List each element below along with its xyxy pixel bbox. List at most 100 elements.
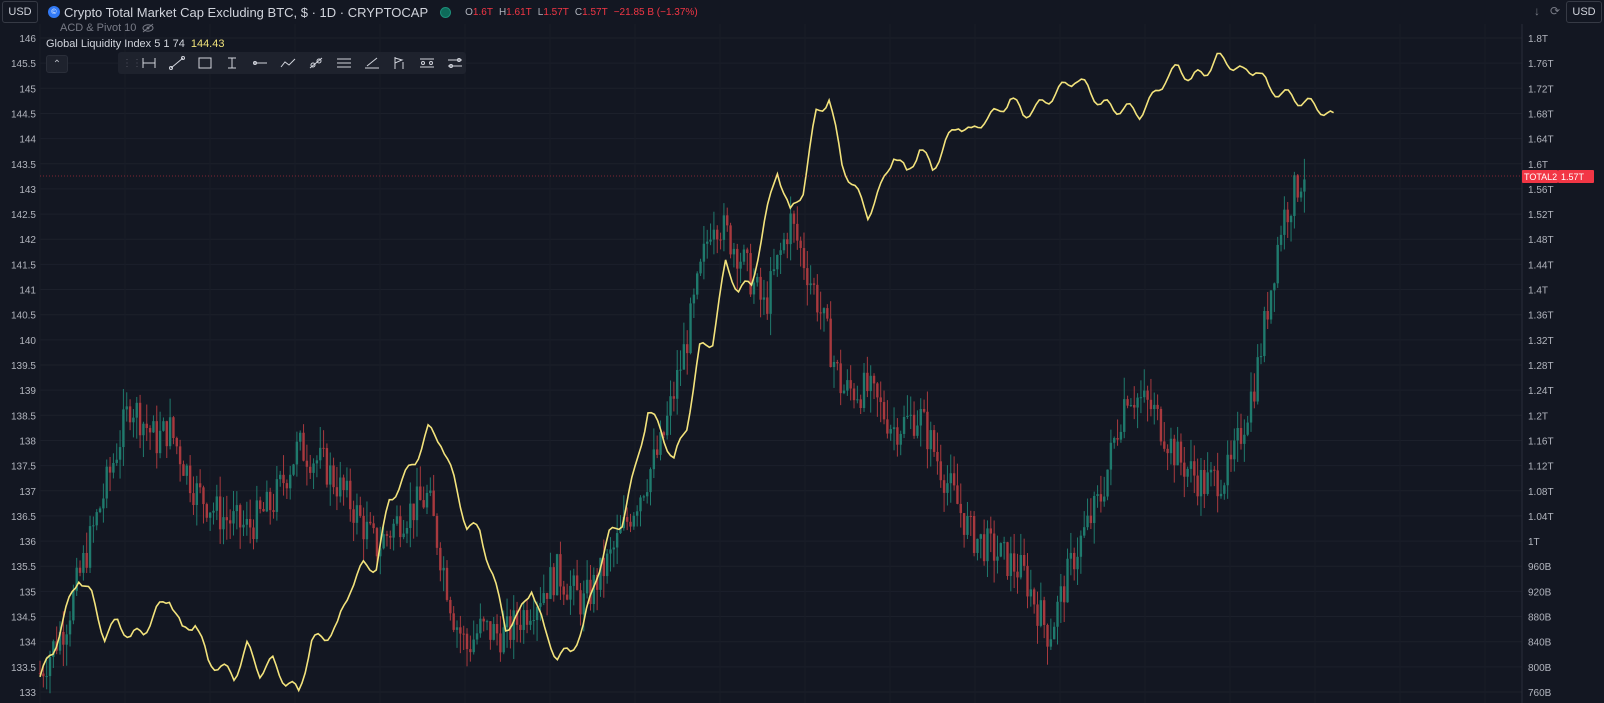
- candle-body: [339, 477, 342, 497]
- candle-body: [1219, 493, 1223, 497]
- candle-body: [989, 528, 992, 534]
- candle-body: [1179, 441, 1183, 463]
- candle-body: [279, 474, 282, 480]
- indicator-acd-label: ACD & Pivot 10: [60, 22, 137, 34]
- candle-body: [729, 225, 732, 255]
- path-icon[interactable]: [277, 54, 299, 72]
- candle-body: [672, 396, 676, 399]
- candle-body: [896, 427, 899, 445]
- candle-body: [305, 460, 309, 467]
- candle-body: [38, 673, 42, 675]
- candle-body: [692, 294, 696, 304]
- right-price-axis[interactable]: 1.8T 1.76T 1.72T 1.68T 1.64T 1.6T 1.56T 1.52T 1.…: [1521, 24, 1554, 703]
- pitchfork-icon[interactable]: [361, 54, 383, 72]
- trend-line-icon[interactable]: [166, 54, 188, 72]
- left-axis-tick: 140: [19, 336, 36, 347]
- candle-body: [198, 483, 202, 488]
- candle-body: [1072, 552, 1076, 570]
- text-cursor-icon[interactable]: [221, 54, 243, 72]
- candle-body: [419, 486, 422, 501]
- drag-handle-icon[interactable]: ⋮⋮: [122, 57, 142, 69]
- short-position-icon[interactable]: [444, 54, 466, 72]
- candle-body: [469, 649, 472, 653]
- left-axis-tick: 141.5: [11, 260, 36, 271]
- chevron-up-icon: ⌃: [52, 58, 62, 70]
- candle-body: [168, 417, 172, 447]
- candle-body: [489, 621, 492, 640]
- market-status-icon[interactable]: [440, 6, 452, 18]
- candle-body: [395, 516, 399, 524]
- candle-body: [309, 466, 312, 473]
- brush-icon[interactable]: [305, 54, 327, 72]
- collapse-indicators-button[interactable]: ⌃: [46, 55, 68, 73]
- candle-body: [62, 631, 65, 645]
- candle-body: [272, 510, 275, 512]
- candle-body: [876, 383, 879, 398]
- candle-body: [162, 421, 165, 431]
- refresh-icon[interactable]: ⟳: [1549, 4, 1560, 18]
- candle-body: [112, 462, 115, 473]
- candle-body: [562, 586, 565, 595]
- horizontal-ray-icon[interactable]: [249, 54, 271, 72]
- candle-body: [892, 427, 896, 430]
- symbol-title[interactable]: Crypto Total Market Cap Excluding BTC, $…: [64, 4, 429, 20]
- left-price-axis[interactable]: 146 145.5 145 144.5 144 143.5 143 142.5 142 141.5…: [11, 34, 36, 699]
- currency-selector-left[interactable]: USD: [2, 1, 38, 23]
- candle-body: [535, 606, 539, 621]
- candle-body: [1276, 244, 1279, 284]
- left-axis-tick: 138.5: [11, 411, 36, 422]
- indicator-acd[interactable]: ACD & Pivot 10: [60, 22, 154, 34]
- candle-body: [969, 515, 972, 517]
- candle-body: [869, 375, 872, 392]
- candle-body: [1209, 469, 1213, 473]
- candle-body: [132, 417, 135, 423]
- candle-body: [125, 406, 128, 410]
- candle-body: [1119, 431, 1123, 440]
- candle-body: [796, 223, 799, 241]
- candle-body: [429, 490, 432, 493]
- parallel-channel-icon[interactable]: [333, 54, 355, 72]
- candle-body: [202, 487, 205, 505]
- candle-body: [215, 496, 219, 511]
- candle-body: [939, 461, 942, 481]
- candle-body: [1129, 404, 1133, 406]
- rectangle-icon[interactable]: [194, 54, 216, 72]
- candle-body: [258, 500, 262, 509]
- flag-icon[interactable]: [388, 54, 410, 72]
- eye-hidden-icon[interactable]: [142, 23, 154, 33]
- candle-body: [565, 594, 569, 600]
- candle-body: [722, 215, 726, 240]
- candle-body: [1096, 494, 1099, 496]
- candle-body: [749, 253, 752, 295]
- candle-body: [906, 415, 909, 417]
- long-position-icon[interactable]: [416, 54, 438, 72]
- candle-body: [1216, 470, 1219, 497]
- left-axis-tick: 136.5: [11, 512, 36, 523]
- candle-body: [799, 240, 802, 249]
- candle-body: [392, 523, 395, 538]
- currency-selector-right[interactable]: USD: [1566, 1, 1602, 23]
- right-axis-tick: 1.8T: [1528, 34, 1548, 45]
- candle-body: [128, 406, 132, 423]
- candle-body: [95, 512, 98, 526]
- candle-body: [592, 574, 595, 605]
- last-price-tag: TOTAL2 1.57T: [1522, 170, 1594, 183]
- candle-body: [1143, 390, 1146, 398]
- candle-body: [1066, 558, 1069, 603]
- candle-body: [1062, 586, 1066, 603]
- candle-body: [505, 616, 509, 628]
- left-axis-tick: 139.5: [11, 361, 36, 372]
- candle-body: [335, 487, 339, 497]
- right-axis-tick: 1.36T: [1528, 311, 1554, 322]
- candle-body: [902, 416, 906, 434]
- candle-body: [1032, 589, 1036, 605]
- candle-body: [689, 303, 692, 354]
- candle-body: [649, 469, 652, 493]
- arrow-down-icon[interactable]: ↓: [1533, 4, 1540, 18]
- right-axis-tick: 760B: [1528, 688, 1552, 699]
- right-axis-tick: 920B: [1528, 587, 1552, 598]
- candle-body: [629, 521, 632, 527]
- indicator-gli[interactable]: Global Liquidity Index 5 1 74 144.43: [46, 38, 224, 50]
- date-range-icon[interactable]: [138, 54, 160, 72]
